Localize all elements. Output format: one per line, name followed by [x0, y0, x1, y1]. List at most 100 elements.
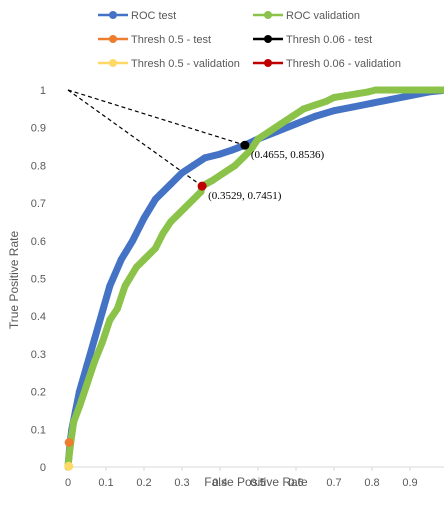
x-tick-label: 0.6 — [288, 477, 303, 489]
threshold-point-thresh-0-5-validation — [64, 461, 74, 471]
data-point-roc-validation — [246, 146, 254, 154]
data-point-roc-test — [189, 161, 197, 169]
legend-item-thresh-0-06-validation: Thresh 0.06 - validation — [253, 58, 401, 70]
data-point-roc-validation — [288, 112, 296, 120]
data-point-roc-validation — [140, 256, 148, 264]
y-tick-label: 0.1 — [31, 424, 46, 436]
data-point-roc-validation — [151, 244, 159, 252]
data-point-roc-test — [201, 154, 209, 162]
data-point-roc-test — [349, 103, 357, 111]
legend-swatch-marker — [109, 35, 117, 43]
y-tick-label: 0.8 — [31, 160, 46, 172]
data-point-roc-validation — [322, 97, 330, 105]
data-point-roc-validation — [83, 380, 91, 388]
data-point-roc-test — [151, 195, 159, 203]
y-tick-label: 0 — [40, 462, 46, 474]
data-point-roc-validation — [425, 86, 433, 94]
data-point-roc-validation — [65, 452, 73, 460]
x-tick-label: 0.1 — [98, 477, 113, 489]
data-point-roc-validation — [239, 154, 247, 162]
data-point-roc-validation — [121, 282, 129, 290]
data-point-roc-test — [216, 150, 224, 158]
legend-label: ROC validation — [286, 10, 360, 22]
y-tick-label: 0.5 — [31, 274, 46, 286]
data-point-roc-test — [106, 282, 114, 290]
legend-label: Thresh 0.06 - test — [286, 34, 372, 46]
data-point-roc-validation — [208, 176, 216, 184]
data-point-roc-test — [368, 99, 376, 107]
data-point-roc-validation — [277, 120, 285, 128]
data-point-roc-validation — [265, 127, 273, 135]
x-tick-label: 0.4 — [212, 477, 227, 489]
data-point-roc-validation — [231, 161, 239, 169]
y-tick-label: 0.9 — [31, 123, 46, 135]
data-point-roc-validation — [311, 101, 319, 109]
data-point-roc-test — [167, 180, 175, 188]
threshold-points — [64, 140, 250, 471]
legend-item-thresh-0-5-validation: Thresh 0.5 - validation — [98, 58, 240, 70]
y-tick-label: 0.7 — [31, 198, 46, 210]
data-point-roc-test — [129, 237, 137, 245]
data-point-roc-test — [292, 120, 300, 128]
legend-swatch-marker — [264, 35, 272, 43]
legend-label: Thresh 0.5 - test — [131, 34, 211, 46]
threshold-point-thresh-0-06-validation — [197, 181, 207, 191]
data-point-roc-test — [140, 214, 148, 222]
data-point-roc-test — [178, 169, 186, 177]
data-point-roc-validation — [364, 88, 372, 96]
threshold-point-thresh-0-5-test — [64, 437, 74, 447]
data-point-roc-test — [91, 335, 99, 343]
x-tick-label: 0.5 — [250, 477, 265, 489]
legend-swatch-marker — [109, 11, 117, 19]
legend-label: Thresh 0.5 - validation — [131, 58, 240, 70]
x-tick-label: 0.3 — [174, 477, 189, 489]
annotations: (0.4655, 0.8536) (0.3529, 0.7451) — [208, 149, 324, 202]
data-point-roc-validation — [341, 92, 349, 100]
data-point-roc-test — [83, 361, 91, 369]
x-tick-label: 0.9 — [402, 477, 417, 489]
data-point-roc-validation — [372, 86, 380, 94]
data-point-roc-validation — [387, 86, 395, 94]
y-tick-label: 1 — [40, 85, 46, 97]
data-point-roc-validation — [70, 418, 78, 426]
y-tick-label: 0.6 — [31, 236, 46, 248]
legend-swatch-marker — [109, 59, 117, 67]
data-point-roc-validation — [113, 305, 121, 313]
data-point-roc-test — [117, 256, 125, 264]
data-point-roc-test — [98, 308, 106, 316]
data-point-roc-validation — [182, 203, 190, 211]
legend-item-roc-validation: ROC validation — [253, 10, 360, 22]
data-point-roc-test — [330, 107, 338, 115]
data-point-roc-test — [227, 146, 235, 154]
data-point-roc-validation — [254, 135, 262, 143]
y-tick-label: 0.2 — [31, 387, 46, 399]
legend-swatch-marker — [264, 11, 272, 19]
legend-item-thresh-0-06-test: Thresh 0.06 - test — [253, 34, 372, 46]
data-point-roc-validation — [300, 105, 308, 113]
y-axis-title: True Positive Rate — [7, 231, 21, 330]
annotation-label-1: (0.4655, 0.8536) — [251, 149, 325, 161]
threshold-guide-lines — [67, 89, 246, 187]
data-point-roc-validation — [159, 229, 167, 237]
data-point-roc-test — [311, 112, 319, 120]
y-tick-label: 0.4 — [31, 311, 46, 323]
data-point-roc-validation — [406, 86, 414, 94]
x-tick-label: 0.8 — [364, 477, 379, 489]
data-point-roc-validation — [106, 316, 114, 324]
data-point-roc-validation — [353, 90, 361, 98]
axes: 0 0.1 0.2 0.3 0.4 0.5 0.6 0.7 0.8 0.9 0 0.1 0.2 0.3 0.… — [31, 85, 444, 489]
annotation-label-2: (0.3529, 0.7451) — [208, 190, 282, 202]
series-layer — [64, 86, 444, 471]
data-point-roc-validation — [330, 94, 338, 102]
data-point-roc-validation — [220, 169, 228, 177]
x-axis-title: False Positive Rate — [204, 475, 308, 489]
y-tick-label: 0.3 — [31, 349, 46, 361]
legend-label: Thresh 0.06 - validation — [286, 58, 401, 70]
data-point-roc-validation — [189, 195, 197, 203]
x-tick-label: 0 — [65, 477, 71, 489]
data-point-roc-validation — [98, 339, 106, 347]
dashed-guide-line-1 — [67, 89, 246, 146]
legend-item-roc-test: ROC test — [98, 10, 176, 22]
